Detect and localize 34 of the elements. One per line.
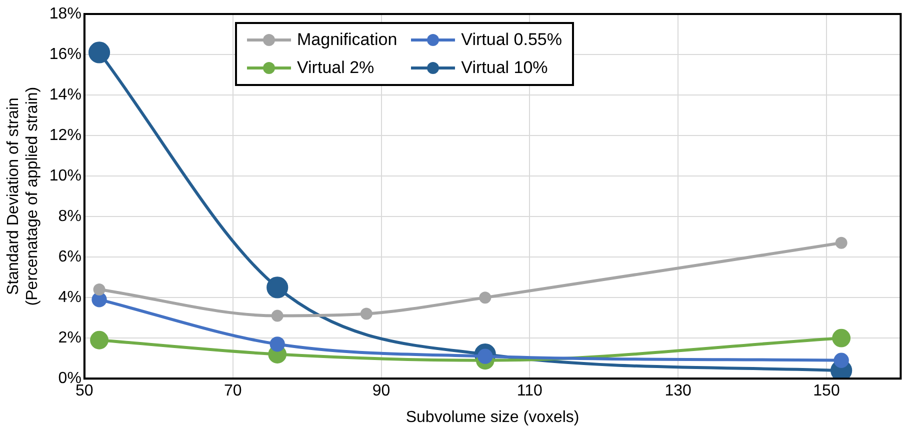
point	[92, 292, 107, 308]
legend-label: Magnification	[297, 30, 398, 50]
y-tick-label: 10%	[49, 167, 82, 184]
y-tick-label: 18%	[49, 5, 82, 22]
y-tick-label: 16%	[49, 46, 82, 63]
y-tick-label: 2%	[58, 329, 82, 346]
point	[88, 42, 110, 64]
x-axis-title: Subvolume size (voxels)	[406, 408, 580, 426]
y-tick-label: 4%	[58, 288, 82, 306]
point	[478, 348, 493, 364]
x-tick-label: 130	[664, 382, 692, 400]
x-tick-label: 90	[372, 382, 390, 400]
point	[360, 308, 372, 320]
point	[93, 283, 106, 296]
y-tick-label: 12%	[49, 126, 82, 144]
y-tick-label: 14%	[49, 86, 82, 104]
x-tick-label: 150	[813, 382, 840, 400]
point	[834, 352, 849, 368]
x-tick-label: 70	[224, 382, 242, 400]
legend-label: Virtual 0.55%	[461, 30, 562, 50]
y-tick-label: 6%	[58, 248, 82, 266]
y-tick-label: 8%	[58, 208, 82, 225]
point	[479, 292, 492, 304]
point	[90, 330, 108, 350]
x-tick-label: 50	[76, 382, 94, 400]
point	[270, 336, 285, 352]
point	[835, 236, 848, 249]
y-axis-title: Standard Deviation of strain (Percenatage of applied strain)	[5, 86, 42, 306]
point	[271, 310, 284, 322]
point	[832, 328, 851, 348]
legend-label: Virtual 10%	[461, 58, 548, 78]
x-tick-label: 110	[516, 382, 543, 400]
point	[266, 276, 288, 298]
legend-label: Virtual 2%	[297, 58, 374, 78]
